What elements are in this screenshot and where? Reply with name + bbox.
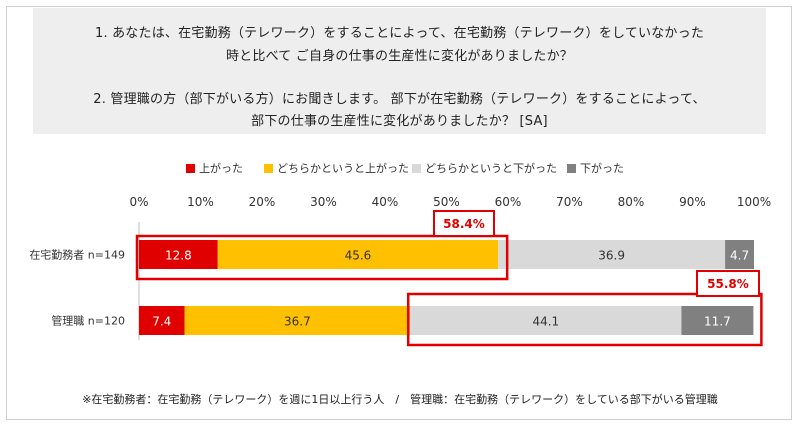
bar-value-label: 36.9	[598, 249, 625, 263]
bar-value-label: 11.7	[704, 315, 731, 329]
bar-value-label: 44.1	[532, 315, 559, 329]
x-tick-label: 70%	[556, 195, 583, 209]
highlight-box-falling	[406, 292, 763, 347]
legend-item-down: 下がった	[567, 160, 624, 176]
question-1-line-2: 時と比べて ご自身の仕事の生産性に変化がありましたか？	[225, 49, 573, 64]
bar-segment	[217, 240, 499, 269]
x-tick-label: 0%	[129, 195, 148, 209]
x-tick-label: 30%	[310, 195, 337, 209]
legend-swatch-somewhat-up	[264, 163, 273, 173]
highlight-box-rising	[135, 234, 509, 281]
legend-label-somewhat-up: どちらかというと上がった	[277, 162, 409, 175]
bar-segment	[498, 240, 726, 269]
bar-value-label: 36.7	[284, 315, 311, 329]
category-label: 在宅勤務者 n=149	[29, 248, 125, 262]
question-2-line-1: 2. 管理職の方（部下がいる方）にお聞きします。 部下が在宅勤務（テレワーク）を…	[93, 92, 706, 107]
legend-swatch-up	[186, 163, 195, 173]
x-tick-label: 50%	[433, 195, 460, 209]
bar-value-label: 4.7	[730, 249, 749, 263]
x-tick-label: 100%	[737, 195, 771, 209]
bar-segment	[681, 306, 754, 335]
x-tick-label: 20%	[249, 195, 276, 209]
highlight-label-box-falling	[696, 270, 760, 297]
highlight-label-box-rising	[433, 210, 495, 237]
x-tick-label: 40%	[372, 195, 399, 209]
highlight-label-falling: 55.8%	[707, 277, 749, 291]
legend-item-somewhat-up: どちらかというと上がった	[264, 160, 409, 176]
legend-swatch-down	[567, 163, 576, 173]
bar-segment	[725, 240, 754, 269]
highlight-label-rising: 58.4%	[443, 217, 485, 231]
bar-value-label: 7.4	[152, 315, 171, 329]
legend-label-somewhat-down: どちらかというと下がった	[425, 162, 557, 175]
x-tick-label: 80%	[618, 195, 645, 209]
footnote: ※在宅勤務者：在宅勤務（テレワーク）を週に1日以上行う人 / 管理職：在宅勤務（…	[82, 393, 718, 406]
category-label: 管理職 n=120	[51, 314, 125, 328]
bar-value-label: 12.8	[165, 249, 192, 263]
bar-segment	[410, 306, 682, 335]
x-tick-label: 90%	[679, 195, 706, 209]
bar-segment	[139, 306, 185, 335]
legend-item-up: 上がった	[186, 160, 243, 176]
question-1-line-1: 1. あなたは、在宅勤務（テレワーク）をすることによって、在宅勤務（テレワーク）…	[94, 26, 705, 41]
legend-item-somewhat-down: どちらかというと下がった	[412, 160, 557, 176]
legend-swatch-somewhat-down	[412, 163, 421, 173]
x-tick-label: 10%	[187, 195, 214, 209]
question-2-line-2: 部下の仕事の生産性に変化がありましたか？ [SA]	[251, 114, 548, 129]
legend-label-up: 上がった	[199, 162, 243, 175]
chart-legend: 上がった どちらかというと上がった どちらかというと下がった 下がった	[0, 160, 800, 178]
question-box: 1. あなたは、在宅勤務（テレワーク）をすることによって、在宅勤務（テレワーク）…	[33, 8, 766, 134]
bar-segment	[184, 306, 411, 335]
bar-value-label: 45.6	[345, 249, 372, 263]
bar-segment	[139, 240, 218, 269]
legend-label-down: 下がった	[580, 162, 624, 175]
x-tick-label: 60%	[495, 195, 522, 209]
